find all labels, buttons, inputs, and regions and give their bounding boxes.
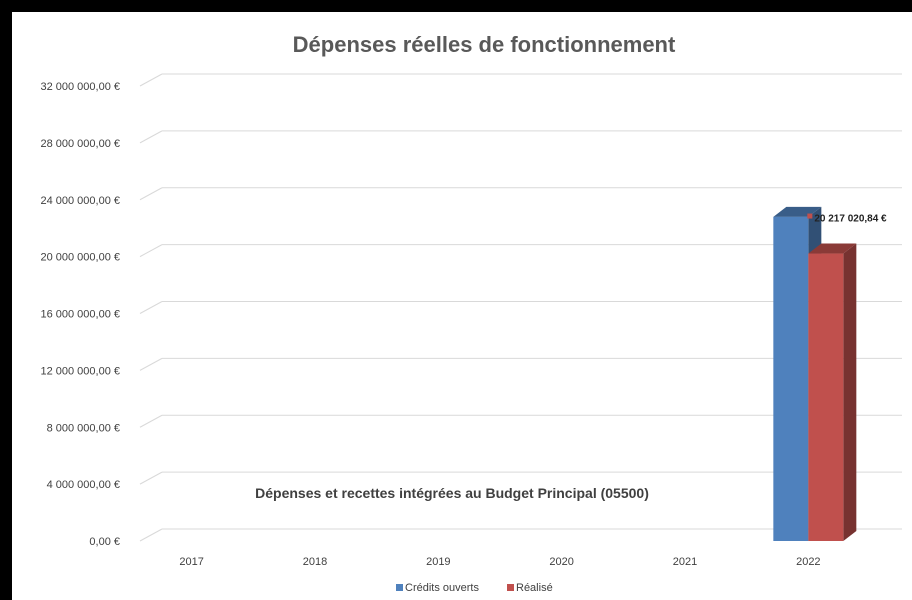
- bar-cr-dits-ouverts-2022: [773, 216, 809, 541]
- data-label: 20 217 020,84 €: [814, 214, 887, 225]
- x-tick-label: 2018: [303, 556, 327, 568]
- bar-side-r-alis--2022: [843, 243, 857, 541]
- gridline-depth: [139, 357, 163, 371]
- data-label-marker: [807, 213, 813, 219]
- y-tick-label: 0,00 €: [89, 536, 120, 548]
- y-tick-label: 28 000 000,00 €: [40, 138, 120, 150]
- gridline-depth: [139, 414, 163, 428]
- gridline-depth: [139, 244, 163, 258]
- chart: Dépenses réelles de fonctionnement 0,00 …: [40, 32, 902, 594]
- legend-label-r-alis-: Réalisé: [516, 582, 553, 594]
- x-tick-label: 2019: [426, 556, 450, 568]
- chart-annotation: Dépenses et recettes intégrées au Budget…: [255, 485, 649, 501]
- legend-label-cr-dits-ouverts: Crédits ouverts: [405, 582, 479, 594]
- gridline-depth: [139, 471, 163, 485]
- chart-frame: Dépenses réelles de fonctionnement 0,00 …: [10, 10, 912, 600]
- x-tick-label: 2017: [179, 556, 203, 568]
- legend-swatch-cr-dits-ouverts: [396, 584, 403, 591]
- gridline-depth: [139, 130, 163, 144]
- bar-r-alis--2022: [808, 253, 844, 541]
- y-tick-label: 32 000 000,00 €: [40, 81, 120, 93]
- y-tick-label: 12 000 000,00 €: [40, 365, 120, 377]
- gridline-depth: [139, 301, 163, 314]
- gridline-depth: [139, 73, 163, 87]
- chart-title: Dépenses réelles de fonctionnement: [293, 32, 676, 57]
- y-tick-label: 16 000 000,00 €: [40, 309, 120, 321]
- x-tick-label: 2021: [673, 556, 697, 568]
- x-tick-label: 2020: [549, 556, 573, 568]
- y-tick-label: 8 000 000,00 €: [47, 422, 120, 434]
- y-tick-label: 24 000 000,00 €: [40, 195, 120, 207]
- gridline-depth: [139, 187, 163, 201]
- x-tick-label: 2022: [796, 556, 820, 568]
- y-tick-label: 4 000 000,00 €: [47, 479, 120, 491]
- gridline-depth: [139, 528, 163, 542]
- y-tick-label: 20 000 000,00 €: [40, 252, 120, 264]
- bar-top-r-alis--2022: [808, 243, 857, 254]
- legend-swatch-r-alis-: [507, 584, 514, 591]
